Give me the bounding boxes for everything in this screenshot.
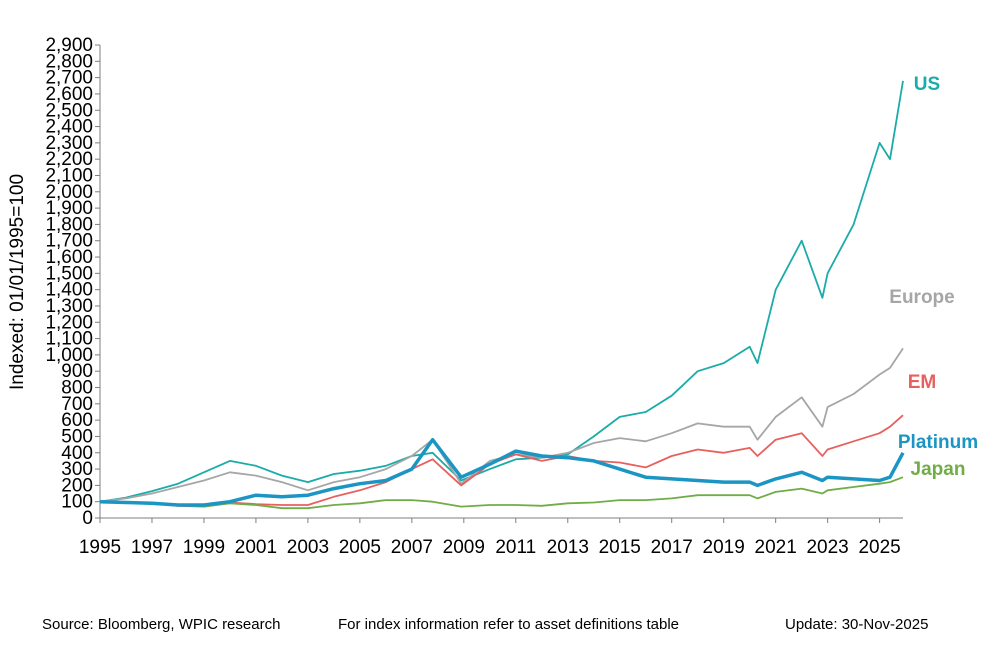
- series-line: [99, 476, 904, 510]
- y-tick-label: 2,000: [45, 182, 93, 203]
- y-tick-label: 2,900: [45, 35, 93, 56]
- x-tick-label: 2013: [547, 537, 589, 558]
- x-tick-label: 2025: [858, 537, 900, 558]
- y-tick-label: 200: [61, 475, 93, 496]
- y-tick-label: 500: [61, 426, 93, 447]
- y-tick-label: 1,200: [45, 312, 93, 333]
- x-tick-label: 1997: [131, 537, 173, 558]
- update: Update: 30-Nov-2025: [785, 616, 928, 633]
- y-tick-label: 900: [61, 361, 93, 382]
- y-tick-label: 700: [61, 394, 93, 415]
- y-tick-label: 2,200: [45, 149, 93, 170]
- y-tick-label: 2,500: [45, 100, 93, 121]
- y-tick-label: 1,300: [45, 296, 93, 317]
- y-axis-label: Indexed: 01/01/1995=100: [7, 174, 28, 390]
- y-tick-label: 2,600: [45, 84, 93, 105]
- x-tick-label: 2011: [495, 537, 536, 558]
- note: For index information refer to asset def…: [338, 616, 679, 633]
- x-tick-label: 2017: [651, 537, 693, 558]
- series-label: EM: [908, 372, 937, 393]
- series-label: US: [914, 74, 940, 95]
- x-tick-label: 2021: [755, 537, 797, 558]
- y-tick-label: 1,500: [45, 263, 93, 284]
- x-tick-label: 2007: [391, 537, 433, 558]
- x-tick-label: 2009: [443, 537, 485, 558]
- y-tick-label: 1,900: [45, 198, 93, 219]
- y-tick-label: 600: [61, 410, 93, 431]
- x-tick-label: 2001: [235, 537, 277, 558]
- source: Source: Bloomberg, WPIC research: [42, 616, 280, 633]
- y-tick-label: 1,800: [45, 214, 93, 235]
- y-tick-label: 2,100: [45, 165, 93, 186]
- y-tick-label: 2,300: [45, 133, 93, 154]
- y-tick-label: 2,400: [45, 117, 93, 138]
- series-label: Japan: [911, 459, 966, 480]
- x-tick-label: 1999: [183, 537, 225, 558]
- y-tick-label: 0: [82, 508, 93, 529]
- y-tick-label: 2,800: [45, 51, 93, 72]
- y-tick-label: 1,100: [45, 329, 93, 350]
- y-tick-label: 100: [61, 492, 93, 513]
- x-tick-label: 2019: [703, 537, 745, 558]
- y-tick-label: 300: [61, 459, 93, 480]
- series-label: Platinum: [898, 432, 978, 453]
- y-tick-label: 1,400: [45, 280, 93, 301]
- x-tick-label: 2003: [287, 537, 329, 558]
- y-tick-label: 1,600: [45, 247, 93, 268]
- series-line: [99, 437, 905, 507]
- x-tick-label: 1995: [79, 537, 121, 558]
- y-tick-label: 1,700: [45, 231, 93, 252]
- x-tick-label: 2005: [339, 537, 381, 558]
- y-tick-label: 2,700: [45, 68, 93, 89]
- y-tick-label: 400: [61, 443, 93, 464]
- x-tick-label: 2015: [599, 537, 641, 558]
- x-tick-label: 2023: [806, 537, 848, 558]
- y-tick-label: 800: [61, 378, 93, 399]
- series-label: Europe: [889, 287, 954, 308]
- series-line: [99, 414, 904, 508]
- y-tick-label: 1,000: [45, 345, 93, 366]
